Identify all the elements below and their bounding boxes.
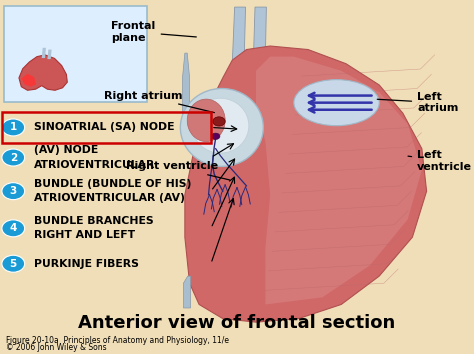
Text: Anterior view of frontal section: Anterior view of frontal section xyxy=(78,314,396,332)
Text: Left
atrium: Left atrium xyxy=(377,92,458,114)
Ellipse shape xyxy=(187,99,225,142)
Polygon shape xyxy=(251,7,266,78)
Ellipse shape xyxy=(192,98,249,153)
Text: BUNDLE (BUNDLE OF HIS): BUNDLE (BUNDLE OF HIS) xyxy=(34,179,191,189)
Text: Left
ventricle: Left ventricle xyxy=(408,150,472,172)
Text: 2: 2 xyxy=(9,153,17,162)
Text: Frontal
plane: Frontal plane xyxy=(111,21,196,43)
Text: ATRIOVENTRICULAR (AV): ATRIOVENTRICULAR (AV) xyxy=(34,193,185,203)
Polygon shape xyxy=(183,276,191,308)
Circle shape xyxy=(2,149,25,166)
Text: ATRIOVENTRICULAR: ATRIOVENTRICULAR xyxy=(34,160,155,170)
Text: 4: 4 xyxy=(9,223,17,233)
Circle shape xyxy=(211,133,220,139)
Text: 3: 3 xyxy=(9,186,17,196)
Ellipse shape xyxy=(315,83,377,115)
Text: PURKINJE FIBERS: PURKINJE FIBERS xyxy=(34,259,139,269)
Polygon shape xyxy=(185,46,427,322)
Circle shape xyxy=(2,119,25,136)
Ellipse shape xyxy=(294,80,379,126)
Ellipse shape xyxy=(180,88,264,166)
Circle shape xyxy=(213,117,225,126)
Text: Figure 20-10a  Principles of Anatomy and Physiology, 11/e: Figure 20-10a Principles of Anatomy and … xyxy=(6,336,228,345)
Polygon shape xyxy=(47,50,52,59)
Circle shape xyxy=(2,183,25,200)
Polygon shape xyxy=(182,53,190,113)
Text: Right atrium: Right atrium xyxy=(104,91,214,113)
Text: © 2006 John Wiley & Sons: © 2006 John Wiley & Sons xyxy=(6,343,106,352)
Polygon shape xyxy=(256,57,422,304)
Circle shape xyxy=(2,255,25,272)
Circle shape xyxy=(2,220,25,237)
Polygon shape xyxy=(230,7,246,88)
Text: SINOATRIAL (SA) NODE: SINOATRIAL (SA) NODE xyxy=(34,122,174,132)
FancyBboxPatch shape xyxy=(4,6,147,102)
Text: Right ventricle: Right ventricle xyxy=(126,161,229,180)
Polygon shape xyxy=(42,48,46,58)
Text: (AV) NODE: (AV) NODE xyxy=(34,145,99,155)
Text: 1: 1 xyxy=(9,122,17,132)
Text: BUNDLE BRANCHES: BUNDLE BRANCHES xyxy=(34,216,154,226)
Text: 5: 5 xyxy=(9,259,17,269)
Polygon shape xyxy=(19,55,67,90)
Polygon shape xyxy=(21,74,36,87)
Text: RIGHT AND LEFT: RIGHT AND LEFT xyxy=(34,230,135,240)
